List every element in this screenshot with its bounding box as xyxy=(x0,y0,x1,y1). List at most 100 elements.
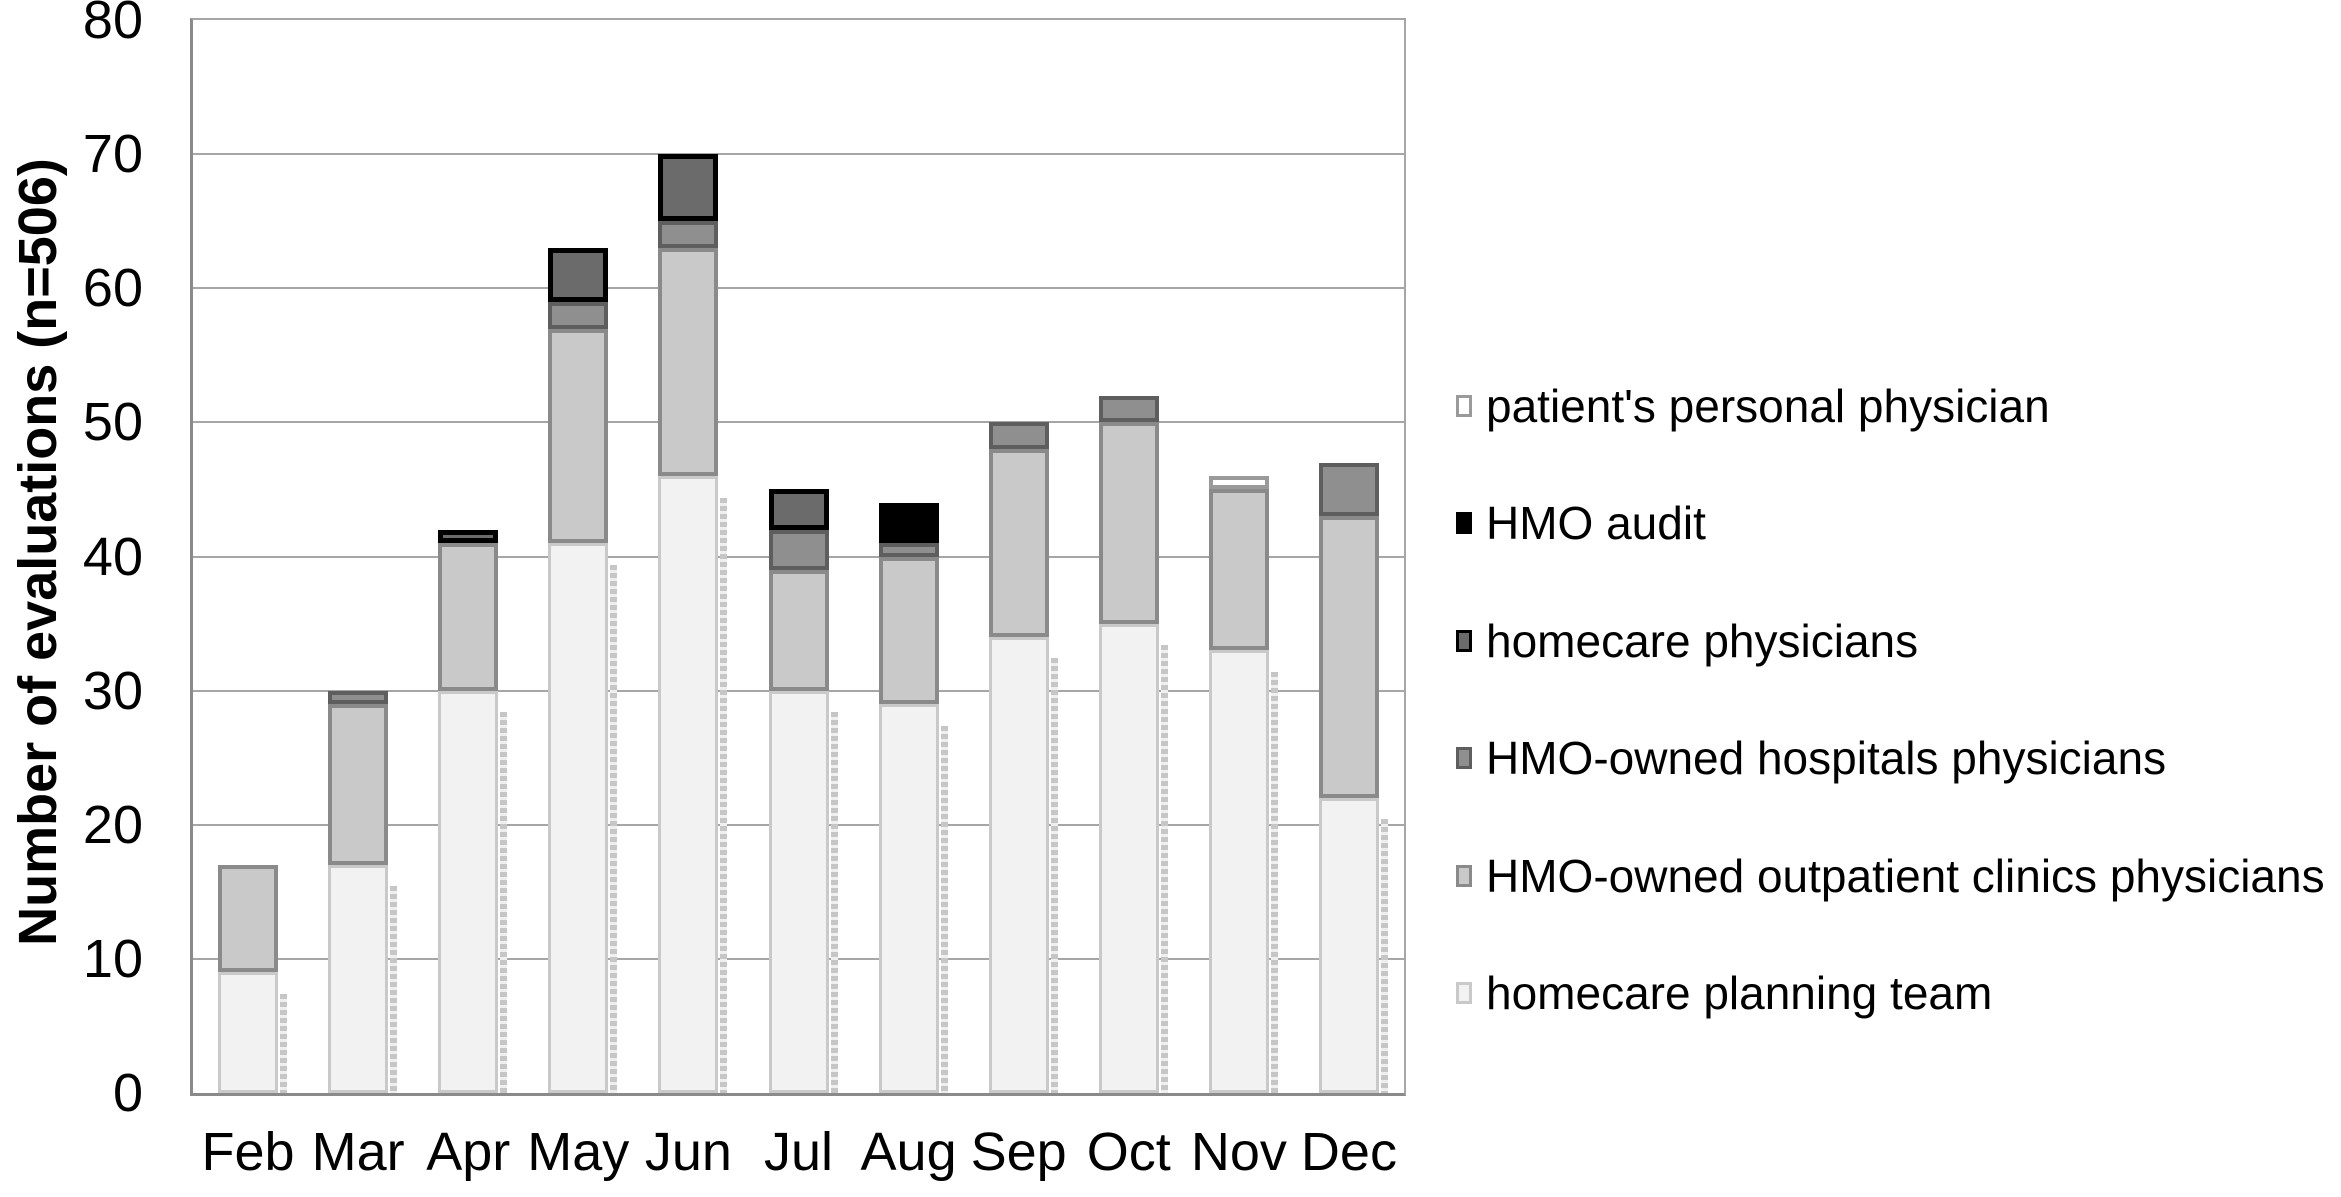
bar-segment-mar-homecare-planning-team xyxy=(328,865,389,1093)
bar-shadow-jun xyxy=(720,497,728,1093)
bar-jun xyxy=(658,154,719,1093)
bar-segment-oct-hmo-owned-outpatient-clinics-physicians xyxy=(1098,422,1159,624)
legend-label: HMO-owned hospitals physicians xyxy=(1486,732,2167,785)
x-tick-label-aug: Aug xyxy=(860,1122,957,1182)
bar-shadow-apr xyxy=(500,712,508,1093)
bar-oct xyxy=(1098,395,1159,1093)
y-tick-label-10: 10 xyxy=(82,928,143,989)
gridline-y-70 xyxy=(193,153,1404,156)
bar-segment-aug-hmo-audit xyxy=(878,502,939,544)
gridline-y-60 xyxy=(193,287,1404,290)
bar-nov xyxy=(1208,476,1269,1093)
bar-mar xyxy=(328,690,389,1093)
bar-segment-may-hmo-owned-hospitals-physicians xyxy=(548,301,609,329)
bar-apr xyxy=(438,529,499,1093)
bar-segment-apr-homecare-planning-team xyxy=(438,690,499,1093)
legend-item-hmo-audit: HMO audit xyxy=(1456,496,1706,550)
legend-swatch-icon xyxy=(1456,747,1472,770)
x-tick-label-jul: Jul xyxy=(763,1122,833,1182)
legend-swatch-icon xyxy=(1456,982,1472,1004)
y-tick-label-40: 40 xyxy=(82,526,143,587)
bar-segment-jul-hmo-owned-hospitals-physicians xyxy=(768,529,829,570)
bar-may xyxy=(548,248,609,1093)
x-tick-label-dec: Dec xyxy=(1300,1122,1397,1182)
bar-shadow-mar xyxy=(390,886,398,1093)
x-tick-label-feb: Feb xyxy=(201,1122,295,1182)
bar-segment-feb-hmo-owned-outpatient-clinics-physicians xyxy=(218,865,279,973)
x-tick-label-jun: Jun xyxy=(644,1122,732,1182)
bar-shadow-may xyxy=(610,564,618,1093)
gridline-y-50 xyxy=(193,421,1404,424)
bar-segment-aug-hmo-owned-outpatient-clinics-physicians xyxy=(878,556,939,705)
bar-segment-jun-hmo-owned-outpatient-clinics-physicians xyxy=(658,248,719,477)
bar-segment-nov-homecare-planning-team xyxy=(1208,650,1269,1093)
legend-item-hmo-owned-hospitals-physicians: HMO-owned hospitals physicians xyxy=(1456,731,2166,785)
bar-segment-dec-hmo-owned-hospitals-physicians xyxy=(1318,462,1379,517)
bar-segment-oct-homecare-planning-team xyxy=(1098,623,1159,1093)
bar-segment-aug-homecare-planning-team xyxy=(878,704,939,1093)
bar-shadow-feb xyxy=(280,993,288,1093)
bar-shadow-dec xyxy=(1380,819,1388,1093)
legend-item-hmo-owned-outpatient-clinics-physicians: HMO-owned outpatient clinics physicians xyxy=(1456,849,2325,903)
bar-segment-sep-hmo-owned-outpatient-clinics-physicians xyxy=(988,449,1049,637)
bar-segment-jun-homecare-physicians xyxy=(658,154,719,222)
plot-area xyxy=(190,18,1406,1096)
x-tick-label-nov: Nov xyxy=(1190,1122,1287,1182)
bar-sep xyxy=(988,422,1049,1093)
legend-label: HMO audit xyxy=(1486,497,1706,550)
legend-item-patient-s-personal-physician: patient's personal physician xyxy=(1456,379,2050,433)
legend-swatch-icon xyxy=(1456,864,1472,887)
bar-segment-may-hmo-owned-outpatient-clinics-physicians xyxy=(548,328,609,544)
bar-segment-mar-hmo-owned-outpatient-clinics-physicians xyxy=(328,704,389,865)
y-tick-label-0: 0 xyxy=(112,1063,143,1123)
bar-feb xyxy=(218,865,279,1093)
bar-segment-feb-homecare-planning-team xyxy=(218,972,279,1093)
bar-jul xyxy=(768,489,829,1093)
y-tick-label-30: 30 xyxy=(82,660,143,721)
bar-segment-dec-hmo-owned-outpatient-clinics-physicians xyxy=(1318,516,1379,798)
bar-segment-jul-homecare-planning-team xyxy=(768,690,829,1093)
x-tick-label-mar: Mar xyxy=(311,1122,405,1182)
bar-segment-nov-patient-s-personal-physician xyxy=(1208,476,1269,490)
bar-segment-apr-homecare-physicians xyxy=(438,529,499,544)
y-tick-label-60: 60 xyxy=(82,258,143,319)
bar-segment-may-homecare-planning-team xyxy=(548,543,609,1093)
bar-segment-jul-homecare-physicians xyxy=(768,489,829,530)
legend-swatch-icon xyxy=(1456,629,1472,652)
bar-segment-sep-homecare-planning-team xyxy=(988,636,1049,1093)
legend-swatch-icon xyxy=(1456,512,1472,535)
y-tick-label-20: 20 xyxy=(82,794,143,855)
bar-aug xyxy=(878,502,939,1093)
bar-shadow-aug xyxy=(940,725,948,1093)
bar-shadow-nov xyxy=(1270,671,1278,1093)
y-tick-label-50: 50 xyxy=(82,392,143,453)
bar-segment-aug-hmo-owned-hospitals-physicians xyxy=(878,543,939,557)
bar-segment-may-homecare-physicians xyxy=(548,248,609,302)
bar-segment-apr-hmo-owned-outpatient-clinics-physicians xyxy=(438,543,499,691)
bar-segment-oct-hmo-owned-hospitals-physicians xyxy=(1098,395,1159,423)
legend-label: patient's personal physician xyxy=(1486,380,2050,432)
x-tick-label-apr: Apr xyxy=(426,1122,511,1182)
bar-dec xyxy=(1318,462,1379,1093)
bar-shadow-sep xyxy=(1050,658,1058,1093)
bar-segment-jun-homecare-planning-team xyxy=(658,476,719,1093)
bar-segment-jun-hmo-owned-hospitals-physicians xyxy=(658,221,719,249)
legend-item-homecare-planning-team: homecare planning team xyxy=(1456,966,1992,1020)
x-tick-label-may: May xyxy=(527,1122,630,1182)
bar-segment-dec-homecare-planning-team xyxy=(1318,797,1379,1093)
y-tick-label-70: 70 xyxy=(82,124,143,185)
bar-segment-sep-hmo-owned-hospitals-physicians xyxy=(988,422,1049,450)
legend-label: homecare planning team xyxy=(1486,967,1993,1019)
bar-shadow-jul xyxy=(830,712,838,1093)
legend-label: homecare physicians xyxy=(1486,614,1919,667)
bar-segment-jul-hmo-owned-outpatient-clinics-physicians xyxy=(768,569,829,691)
x-tick-label-oct: Oct xyxy=(1086,1122,1171,1182)
bar-shadow-oct xyxy=(1160,645,1168,1093)
x-tick-label-sep: Sep xyxy=(970,1122,1067,1182)
bar-segment-nov-hmo-owned-outpatient-clinics-physicians xyxy=(1208,489,1269,651)
y-tick-label-80: 80 xyxy=(82,0,143,50)
bar-segment-mar-hmo-owned-hospitals-physicians xyxy=(328,690,389,705)
legend-item-homecare-physicians: homecare physicians xyxy=(1456,614,1918,668)
legend-label: HMO-owned outpatient clinics physicians xyxy=(1486,849,2325,902)
